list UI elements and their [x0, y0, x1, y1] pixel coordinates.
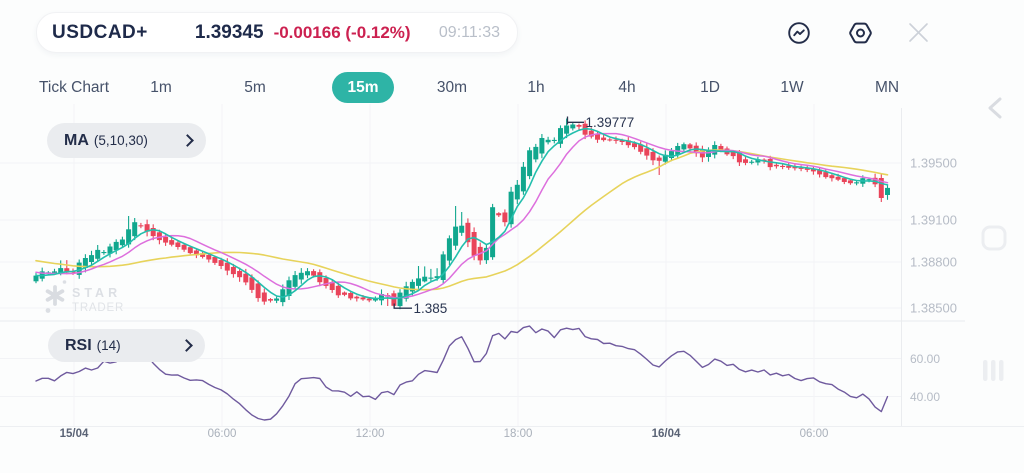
- svg-text:15/04: 15/04: [60, 428, 89, 440]
- svg-text:STAR: STAR: [72, 286, 121, 300]
- svg-text:1.38800: 1.38800: [910, 255, 957, 270]
- svg-text:16/04: 16/04: [652, 428, 681, 440]
- svg-text:TRADER: TRADER: [72, 302, 124, 314]
- svg-text:1.38500: 1.38500: [910, 301, 957, 316]
- svg-text:1.39500: 1.39500: [910, 156, 957, 171]
- svg-text:06:00: 06:00: [208, 428, 237, 440]
- svg-text:12:00: 12:00: [356, 428, 385, 440]
- svg-text:18:00: 18:00: [504, 428, 533, 440]
- svg-text:60.00: 60.00: [910, 352, 940, 366]
- svg-text:1.385: 1.385: [414, 301, 448, 316]
- svg-text:06:00: 06:00: [800, 428, 829, 440]
- svg-text:1.39100: 1.39100: [910, 213, 957, 228]
- svg-text:40.00: 40.00: [910, 390, 940, 404]
- svg-text:1.39777: 1.39777: [586, 115, 635, 130]
